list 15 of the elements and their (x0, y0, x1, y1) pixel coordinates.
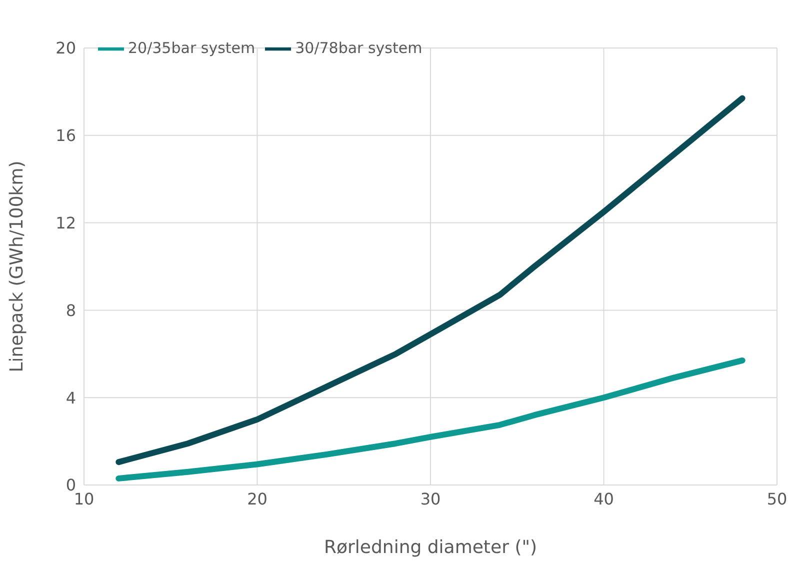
y-tick-label: 20 (56, 38, 76, 58)
x-tick-label: 30 (420, 489, 441, 508)
y-tick-label: 4 (66, 388, 76, 408)
x-tick-label: 50 (766, 489, 788, 508)
legend-label: 20/35bar system (128, 39, 256, 58)
y-tick-label: 12 (56, 213, 76, 232)
legend-label: 30/78bar system (295, 39, 422, 58)
x-tick-label: 40 (594, 489, 614, 508)
x-axis-title: Rørledning diameter (") (324, 537, 538, 558)
y-tick-label: 16 (56, 126, 76, 146)
y-axis-title: Linepack (GWh/100km) (6, 160, 28, 372)
x-tick-label: 10 (74, 489, 94, 508)
y-tick-label: 0 (66, 476, 76, 495)
x-tick-label: 20 (247, 489, 268, 508)
y-tick-label: 8 (66, 300, 76, 320)
